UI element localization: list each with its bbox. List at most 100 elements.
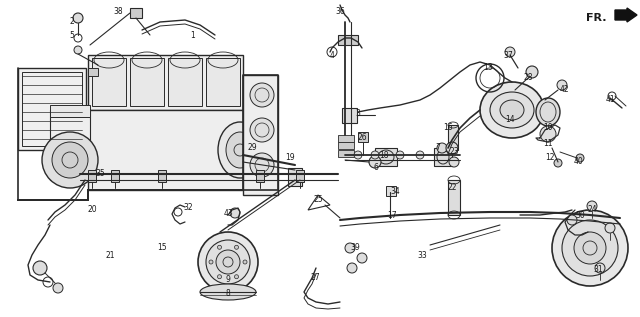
Text: 21: 21: [105, 250, 115, 260]
Bar: [338, 142, 354, 149]
Circle shape: [416, 151, 424, 159]
Text: 8: 8: [226, 288, 230, 297]
Circle shape: [33, 261, 47, 275]
Text: 14: 14: [505, 115, 515, 125]
Text: 2: 2: [70, 17, 74, 27]
Circle shape: [557, 80, 567, 90]
Bar: [296, 170, 304, 182]
Circle shape: [52, 142, 88, 178]
Circle shape: [347, 263, 357, 273]
Text: 19: 19: [285, 153, 295, 163]
Text: 40: 40: [573, 158, 583, 166]
Bar: [448, 125, 458, 150]
Ellipse shape: [218, 122, 262, 178]
Ellipse shape: [490, 92, 534, 128]
Text: 41: 41: [605, 95, 615, 105]
Text: 33: 33: [417, 250, 427, 260]
Bar: [338, 35, 358, 45]
Circle shape: [567, 215, 577, 225]
Bar: [88, 110, 243, 190]
Text: 38: 38: [113, 8, 123, 16]
Bar: [88, 68, 98, 76]
Circle shape: [526, 66, 538, 78]
Text: 25: 25: [313, 196, 323, 204]
Text: 37: 37: [503, 50, 513, 60]
Text: 11: 11: [543, 139, 553, 147]
Circle shape: [437, 143, 447, 153]
Bar: [338, 150, 354, 157]
Text: 5: 5: [70, 31, 74, 41]
Circle shape: [505, 47, 515, 57]
Circle shape: [354, 151, 362, 159]
Text: 29: 29: [247, 144, 257, 152]
Text: 23: 23: [449, 147, 459, 157]
Circle shape: [234, 275, 239, 279]
Circle shape: [595, 263, 605, 273]
Circle shape: [396, 151, 404, 159]
Circle shape: [605, 223, 615, 233]
Ellipse shape: [480, 82, 544, 138]
Bar: [288, 168, 302, 186]
Ellipse shape: [536, 98, 560, 126]
Text: 36: 36: [335, 8, 345, 16]
Text: 16: 16: [443, 124, 453, 133]
Bar: [386, 186, 396, 196]
Text: 3: 3: [356, 108, 360, 118]
Circle shape: [540, 126, 556, 142]
Bar: [18, 68, 86, 150]
Circle shape: [218, 245, 221, 249]
Circle shape: [371, 151, 379, 159]
Bar: [50, 110, 90, 180]
Circle shape: [250, 83, 274, 107]
Circle shape: [574, 232, 606, 264]
Circle shape: [53, 283, 63, 293]
Text: 22: 22: [447, 184, 457, 192]
Circle shape: [209, 260, 213, 264]
Text: 6: 6: [374, 164, 378, 172]
Text: 4: 4: [330, 50, 335, 60]
Circle shape: [554, 159, 562, 167]
Text: 28: 28: [524, 74, 532, 82]
Text: 17: 17: [387, 210, 397, 219]
Text: 39: 39: [350, 243, 360, 253]
Ellipse shape: [200, 284, 256, 300]
Ellipse shape: [500, 100, 524, 120]
Bar: [375, 148, 397, 166]
Circle shape: [357, 253, 367, 263]
Text: 32: 32: [183, 203, 193, 211]
Bar: [22, 72, 82, 146]
Text: FR.: FR.: [586, 13, 606, 23]
Bar: [130, 58, 164, 106]
Bar: [256, 170, 264, 182]
Text: 1: 1: [191, 30, 195, 40]
Circle shape: [552, 210, 628, 286]
Circle shape: [250, 153, 274, 177]
Text: 26: 26: [357, 133, 367, 143]
Bar: [88, 55, 243, 110]
Circle shape: [218, 275, 221, 279]
Circle shape: [562, 220, 618, 276]
Text: 27: 27: [310, 274, 320, 282]
Text: 7: 7: [436, 144, 440, 152]
Text: 10: 10: [543, 124, 553, 133]
Circle shape: [206, 240, 250, 284]
Circle shape: [446, 142, 458, 154]
Text: 43: 43: [223, 209, 233, 217]
Bar: [88, 170, 96, 182]
Bar: [206, 58, 240, 106]
Text: 24: 24: [587, 205, 597, 215]
Bar: [130, 8, 142, 18]
Bar: [92, 58, 126, 106]
Text: 12: 12: [545, 152, 555, 161]
Text: 35: 35: [95, 169, 105, 178]
Text: 30: 30: [575, 210, 585, 219]
Bar: [111, 170, 119, 182]
Bar: [158, 170, 166, 182]
Bar: [434, 148, 452, 166]
Circle shape: [250, 118, 274, 142]
Bar: [50, 105, 90, 117]
Bar: [168, 58, 202, 106]
Text: 18: 18: [380, 151, 388, 159]
Bar: [342, 108, 357, 123]
Circle shape: [73, 13, 83, 23]
